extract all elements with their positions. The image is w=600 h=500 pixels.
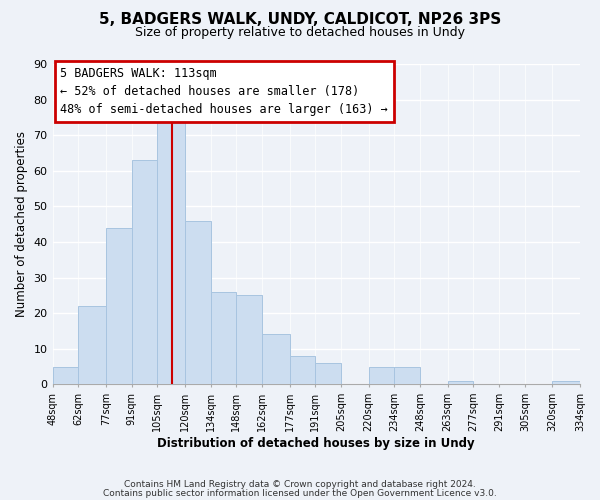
Bar bbox=[448, 380, 473, 384]
X-axis label: Distribution of detached houses by size in Undy: Distribution of detached houses by size … bbox=[157, 437, 475, 450]
Bar bbox=[553, 380, 580, 384]
Text: 5 BADGERS WALK: 113sqm
← 52% of detached houses are smaller (178)
48% of semi-de: 5 BADGERS WALK: 113sqm ← 52% of detached… bbox=[61, 67, 388, 116]
Y-axis label: Number of detached properties: Number of detached properties bbox=[15, 131, 28, 317]
Bar bbox=[316, 363, 341, 384]
Bar bbox=[185, 220, 211, 384]
Bar bbox=[394, 366, 420, 384]
Bar bbox=[78, 306, 106, 384]
Bar bbox=[211, 292, 236, 384]
Bar bbox=[53, 366, 78, 384]
Bar bbox=[290, 356, 316, 384]
Bar bbox=[236, 296, 262, 384]
Bar bbox=[131, 160, 157, 384]
Text: Contains public sector information licensed under the Open Government Licence v3: Contains public sector information licen… bbox=[103, 488, 497, 498]
Text: Contains HM Land Registry data © Crown copyright and database right 2024.: Contains HM Land Registry data © Crown c… bbox=[124, 480, 476, 489]
Bar bbox=[368, 366, 394, 384]
Bar bbox=[157, 121, 185, 384]
Bar bbox=[106, 228, 131, 384]
Text: 5, BADGERS WALK, UNDY, CALDICOT, NP26 3PS: 5, BADGERS WALK, UNDY, CALDICOT, NP26 3P… bbox=[99, 12, 501, 28]
Bar bbox=[262, 334, 290, 384]
Text: Size of property relative to detached houses in Undy: Size of property relative to detached ho… bbox=[135, 26, 465, 39]
